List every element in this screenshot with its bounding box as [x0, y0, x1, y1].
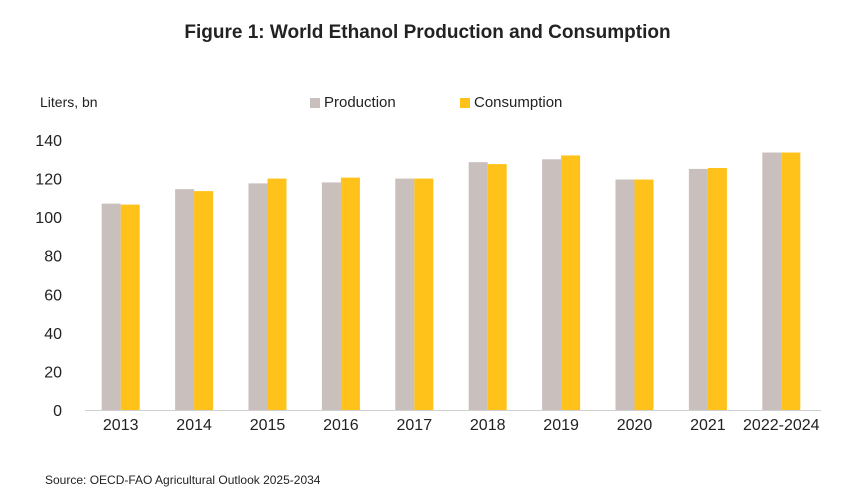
bar-production-2019 — [542, 159, 562, 410]
bar-production-2015 — [248, 183, 268, 410]
x-tick-label: 2017 — [397, 417, 433, 434]
x-tick-label: 2014 — [176, 417, 212, 434]
bar-consumption-2022-2024 — [781, 152, 801, 411]
y-tick-label: 60 — [44, 287, 62, 304]
legend-swatch-production — [310, 97, 320, 108]
bar-production-2020 — [615, 179, 635, 410]
source-note: Source: OECD-FAO Agricultural Outlook 20… — [45, 473, 321, 487]
bar-production-2016 — [321, 182, 341, 410]
chart-title: Figure 1: World Ethanol Production and C… — [184, 22, 671, 43]
bar-consumption-2014 — [194, 191, 214, 410]
bar-production-2013 — [101, 203, 121, 410]
y-tick-label: 80 — [44, 249, 62, 266]
legend-label-production: Production — [324, 94, 396, 111]
x-tick-label: 2018 — [470, 417, 506, 434]
bar-production-2018 — [468, 162, 488, 410]
x-tick-label: 2016 — [323, 417, 359, 434]
x-tick-label: 2021 — [690, 417, 726, 434]
x-tick-label: 2015 — [250, 417, 286, 434]
y-tick-label: 40 — [44, 326, 62, 343]
bar-consumption-2018 — [487, 164, 507, 410]
x-tick-label: 2013 — [103, 417, 139, 434]
y-tick-label: 20 — [44, 364, 62, 381]
y-axis-label: Liters, bn — [40, 94, 98, 110]
legend-label-consumption: Consumption — [474, 94, 563, 111]
y-tick-label: 140 — [35, 133, 62, 150]
y-tick-label: 120 — [35, 172, 62, 189]
legend-production: Production — [310, 94, 396, 111]
bar-production-2014 — [175, 189, 195, 410]
bar-consumption-2020 — [634, 179, 654, 410]
bar-consumption-2015 — [267, 178, 287, 410]
bar-production-2022-2024 — [762, 152, 782, 411]
x-tick-label: 2022-2024 — [743, 417, 820, 434]
bar-consumption-2017 — [414, 178, 434, 410]
bar-consumption-2013 — [120, 204, 140, 410]
bar-consumption-2021 — [707, 167, 727, 410]
x-tick-label: 2019 — [543, 417, 579, 434]
x-tick-label: 2020 — [617, 417, 653, 434]
bar-consumption-2016 — [340, 177, 360, 410]
y-tick-label: 0 — [53, 403, 62, 420]
bar-production-2017 — [395, 178, 415, 410]
y-tick-label: 100 — [35, 210, 62, 227]
legend-swatch-consumption — [460, 97, 470, 108]
legend-consumption: Consumption — [460, 94, 562, 111]
bar-consumption-2019 — [561, 155, 581, 410]
bar-production-2021 — [688, 168, 708, 410]
